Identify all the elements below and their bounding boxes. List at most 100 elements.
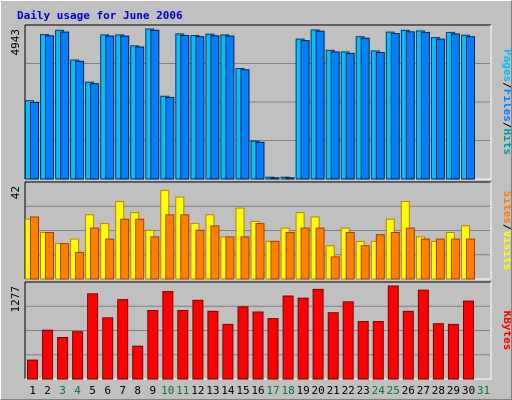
bar-kbytes-day-15 — [237, 306, 249, 380]
panel-visits-y-max-label: 42 — [9, 186, 22, 199]
x-tick-label-day-11: 11 — [176, 384, 189, 397]
x-tick-label-day-24: 24 — [372, 384, 386, 397]
bar-sites-day-2 — [45, 232, 54, 280]
bar-sites-day-9 — [150, 236, 160, 280]
bar-files-day-3 — [60, 31, 70, 180]
bar-sites-day-4 — [75, 251, 85, 280]
bar-sites-day-27 — [420, 238, 430, 280]
x-tick-label-day-25: 25 — [387, 384, 400, 397]
bar-kbytes-day-7 — [117, 299, 129, 380]
x-tick-label-day-16: 16 — [251, 384, 264, 397]
x-tick-label-day-20: 20 — [311, 384, 324, 397]
x-tick-label-day-12: 12 — [191, 384, 204, 397]
bar-kbytes-day-20 — [312, 288, 324, 380]
bar-sites-day-11 — [180, 214, 190, 280]
ylabel-part-files: Files — [501, 89, 511, 122]
x-tick-label-day-3: 3 — [59, 384, 66, 397]
x-tick-label-day-17: 17 — [266, 384, 279, 397]
panel-kbytes-y-axis-label: KBytes — [501, 311, 511, 351]
bar-files-day-6 — [105, 35, 115, 180]
bar-kbytes-day-17 — [267, 318, 279, 380]
bar-sites-day-20 — [315, 227, 325, 280]
x-tick-label-day-21: 21 — [327, 384, 340, 397]
bar-files-day-28 — [435, 38, 445, 180]
ylabel-separator: / — [501, 122, 511, 129]
x-tick-label-day-8: 8 — [134, 384, 141, 397]
bar-kbytes-day-26 — [402, 310, 414, 380]
bar-kbytes-day-6 — [102, 317, 114, 380]
x-tick-label-day-7: 7 — [119, 384, 126, 397]
bar-kbytes-day-4 — [72, 331, 84, 380]
bar-sites-day-1 — [30, 216, 39, 280]
x-tick-label-day-1: 1 — [29, 384, 36, 397]
bar-files-day-10 — [165, 96, 175, 180]
bar-files-day-21 — [330, 51, 340, 180]
bar-kbytes-day-2 — [42, 329, 53, 380]
bar-sites-day-30 — [466, 238, 475, 280]
bar-kbytes-day-14 — [222, 323, 234, 380]
x-tick-label-day-26: 26 — [402, 384, 415, 397]
bar-sites-day-22 — [345, 232, 355, 280]
bar-sites-day-10 — [165, 214, 175, 280]
bar-kbytes-day-13 — [207, 310, 219, 380]
bar-kbytes-day-18 — [282, 295, 294, 380]
bar-files-day-11 — [180, 35, 190, 180]
bar-files-day-24 — [375, 52, 385, 180]
x-tick-label-day-2: 2 — [44, 384, 51, 397]
chart-title: Daily usage for June 2006 — [17, 9, 183, 22]
bar-files-day-25 — [390, 33, 400, 180]
series-kbytes — [27, 285, 474, 380]
bar-sites-day-25 — [390, 232, 400, 280]
bar-kbytes-day-12 — [192, 299, 204, 380]
bar-files-day-2 — [45, 35, 54, 180]
bar-sites-day-24 — [375, 234, 385, 280]
series-hits — [25, 28, 470, 180]
ylabel-part-sites: Sites — [501, 191, 511, 224]
bar-kbytes-day-3 — [57, 337, 69, 380]
x-tick-label-day-19: 19 — [296, 384, 309, 397]
x-axis-tick-labels: 1 2 3 4 5 6 7 8 9 10 11 12 13 14 15 16 17 18 19 20 21 22 23 24 2… — [29, 384, 490, 397]
bar-sites-day-15 — [240, 236, 250, 280]
bar-files-day-1 — [30, 102, 39, 180]
ylabel-part-pages: Pages — [501, 49, 511, 82]
bar-kbytes-day-1 — [27, 359, 38, 380]
x-tick-label-day-9: 9 — [149, 384, 156, 397]
x-tick-label-day-31: 31 — [477, 384, 490, 397]
panel-kbytes-y-max-label: 1277 — [9, 286, 22, 313]
bar-kbytes-day-8 — [132, 345, 144, 380]
bar-kbytes-day-22 — [342, 301, 354, 380]
bar-kbytes-day-11 — [177, 310, 189, 380]
x-tick-label-day-27: 27 — [417, 384, 430, 397]
x-tick-label-day-15: 15 — [236, 384, 249, 397]
bar-sites-day-13 — [210, 225, 220, 280]
bar-sites-day-12 — [195, 229, 205, 280]
ylabel-part-visits: Visits — [501, 231, 511, 271]
bar-kbytes-day-27 — [417, 289, 429, 380]
bar-files-day-18 — [285, 177, 295, 180]
bar-kbytes-day-28 — [432, 323, 444, 380]
bar-sites-day-21 — [330, 256, 340, 280]
bar-sites-day-18 — [285, 232, 295, 280]
ylabel-separator: / — [501, 82, 511, 89]
x-tick-label-day-14: 14 — [221, 384, 235, 397]
series-files — [30, 29, 475, 180]
bar-files-day-9 — [150, 29, 160, 180]
bar-sites-day-16 — [255, 223, 265, 280]
bar-files-day-26 — [405, 31, 415, 180]
bar-kbytes-day-9 — [147, 310, 159, 380]
x-tick-label-day-23: 23 — [357, 384, 370, 397]
x-tick-label-day-29: 29 — [447, 384, 460, 397]
x-tick-label-day-13: 13 — [206, 384, 219, 397]
bar-files-day-16 — [255, 141, 265, 180]
bar-files-day-27 — [420, 31, 430, 180]
x-tick-label-day-18: 18 — [281, 384, 294, 397]
x-tick-label-day-30: 30 — [462, 384, 475, 397]
x-tick-label-day-28: 28 — [432, 384, 445, 397]
bar-sites-day-5 — [90, 227, 100, 280]
bar-sites-day-14 — [225, 236, 235, 280]
bar-files-day-19 — [300, 40, 310, 180]
bar-files-day-5 — [90, 83, 100, 180]
